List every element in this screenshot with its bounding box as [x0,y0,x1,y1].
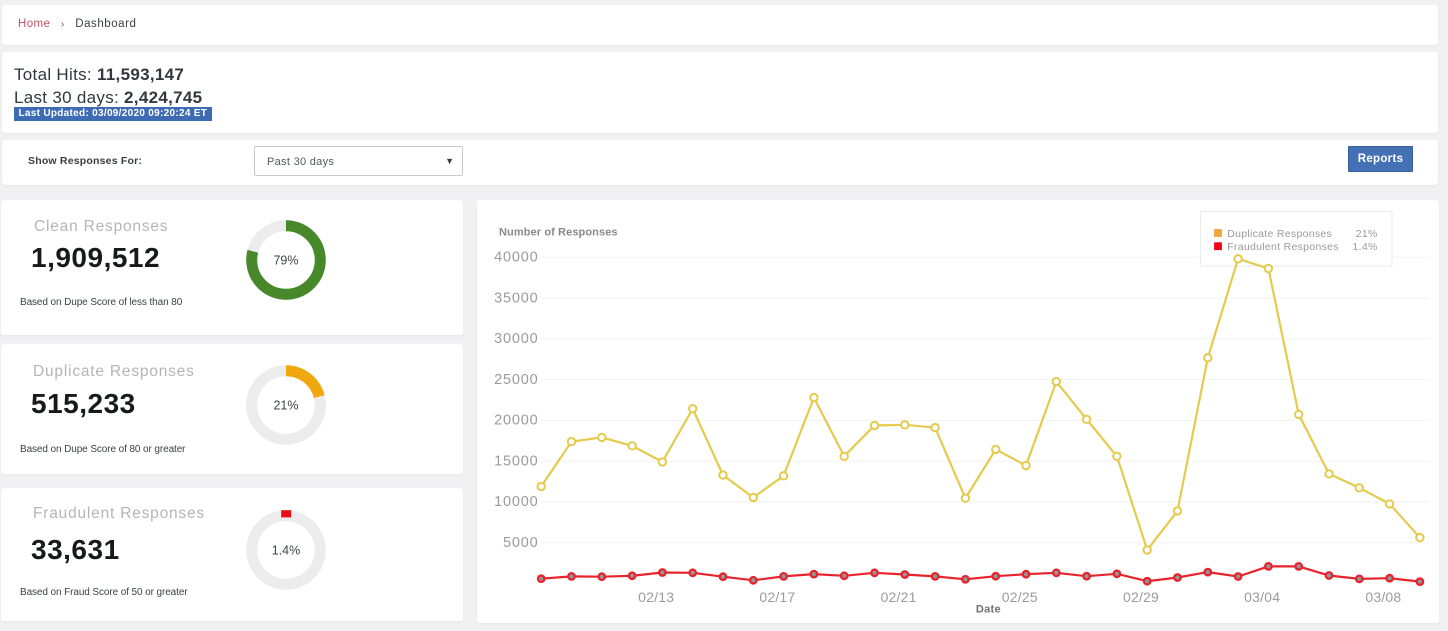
svg-text:Fraudulent Responses: Fraudulent Responses [1227,241,1339,253]
svg-text:10000: 10000 [494,494,538,510]
svg-text:02/21: 02/21 [881,589,917,605]
svg-text:1.4%: 1.4% [272,543,301,557]
svg-text:20000: 20000 [494,413,538,429]
svg-text:03/04: 03/04 [1244,589,1280,605]
svg-text:02/25: 02/25 [1002,589,1038,605]
svg-text:15000: 15000 [494,454,538,470]
svg-text:02/17: 02/17 [759,589,795,605]
svg-text:02/13: 02/13 [638,589,674,605]
svg-text:21%: 21% [273,399,298,413]
svg-text:03/08: 03/08 [1365,589,1401,605]
svg-text:79%: 79% [273,254,298,268]
svg-text:30000: 30000 [494,331,538,347]
svg-text:Number of Responses: Number of Responses [499,226,618,238]
svg-text:5000: 5000 [503,535,538,551]
svg-text:02/29: 02/29 [1123,589,1159,605]
svg-text:21%: 21% [1356,228,1378,240]
svg-text:Date: Date [976,603,1001,615]
svg-text:Duplicate Responses: Duplicate Responses [1227,228,1332,240]
svg-text:25000: 25000 [494,372,538,388]
svg-text:1.4%: 1.4% [1353,241,1378,253]
svg-text:40000: 40000 [494,250,538,266]
svg-text:35000: 35000 [494,290,538,306]
